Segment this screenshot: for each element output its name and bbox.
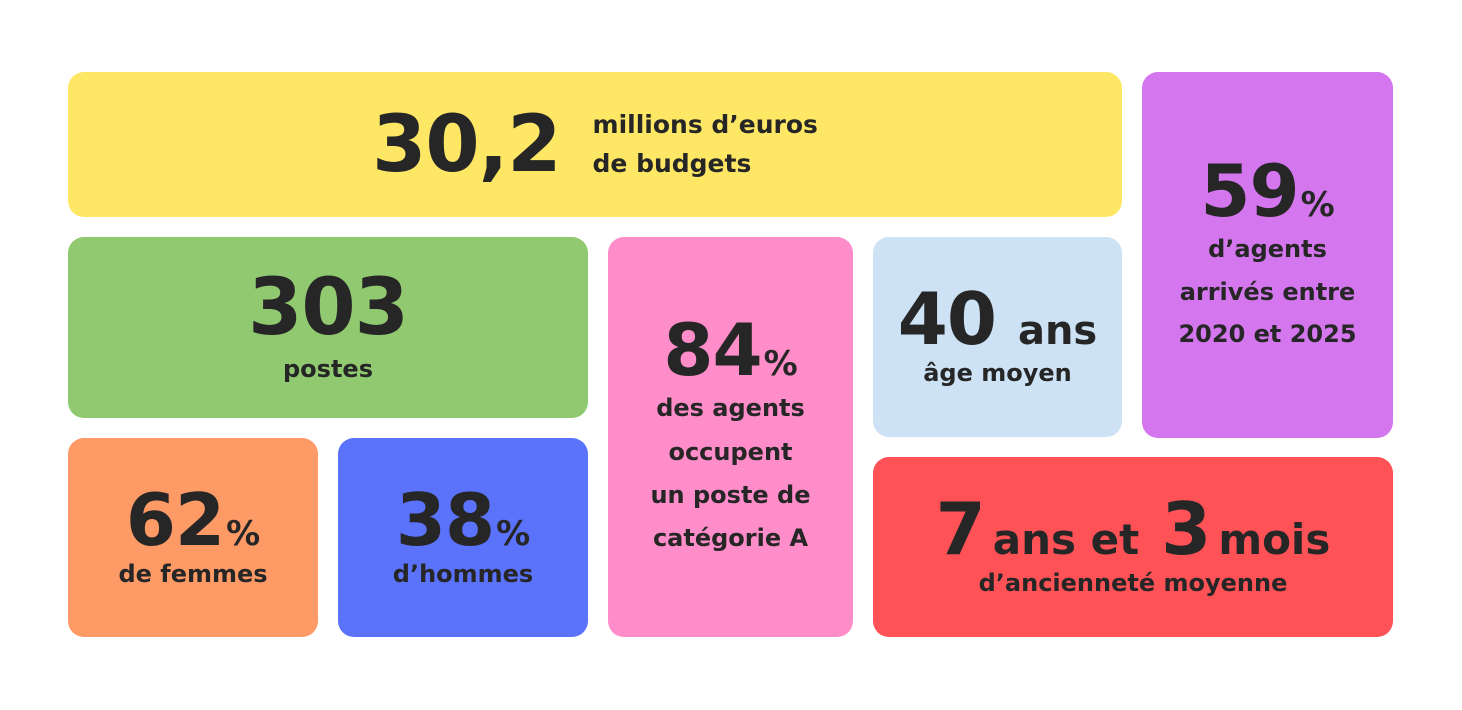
arrives-figure: 59% <box>1200 155 1334 227</box>
categorie-a-percent-sign: % <box>763 344 798 385</box>
anciennete-years-value: 7 <box>935 487 986 571</box>
categorie-a-tile: 84% des agents occupent un poste de caté… <box>608 237 853 637</box>
budget-tile: 30,2 millions d’euros de budgets <box>68 72 1122 217</box>
anciennete-label: d’ancienneté moyenne <box>978 569 1288 597</box>
arrives-value: 59 <box>1200 148 1299 233</box>
hommes-percent-sign: % <box>496 513 531 554</box>
hommes-tile: 38% d’hommes <box>338 438 588 637</box>
arrives-label-line-3: 2020 et 2025 <box>1178 320 1357 349</box>
anciennete-tile: 7 ans et 3 mois d’ancienneté moyenne <box>873 457 1393 637</box>
categorie-a-label-line-4: catégorie A <box>652 524 809 553</box>
femmes-percent-sign: % <box>226 513 261 554</box>
budget-label-line-2: de budgets <box>592 148 752 178</box>
postes-label: postes <box>283 354 373 383</box>
arrives-label: d’agents arrivés entre 2020 et 2025 <box>1178 227 1356 355</box>
age-figure: 40 ans <box>898 283 1097 355</box>
postes-tile: 303 postes <box>68 237 588 418</box>
anciennete-figure: 7 ans et 3 mois <box>936 493 1331 565</box>
budget-value: 30,2 <box>372 99 561 190</box>
categorie-a-label-line-1: des agents <box>656 394 805 423</box>
anciennete-years-unit: ans et <box>992 515 1140 564</box>
femmes-figure: 62% <box>126 484 260 556</box>
categorie-a-label: des agents occupent un poste de catégori… <box>650 386 810 559</box>
budget-label: millions d’euros de budgets <box>593 106 818 184</box>
arrives-tile: 59% d’agents arrivés entre 2020 et 2025 <box>1142 72 1393 438</box>
categorie-a-value: 84 <box>663 308 762 393</box>
age-unit: ans <box>1017 308 1098 354</box>
postes-value: 303 <box>248 262 409 353</box>
hommes-label: d’hommes <box>392 559 534 588</box>
arrives-label-line-2: arrivés entre <box>1179 277 1356 306</box>
age-label: âge moyen <box>923 359 1072 387</box>
femmes-value: 62 <box>125 477 225 562</box>
hommes-value: 38 <box>395 477 495 562</box>
categorie-a-figure: 84% <box>663 314 797 386</box>
arrives-label-line-1: d’agents <box>1208 234 1327 263</box>
femmes-label: de femmes <box>118 559 268 588</box>
arrives-percent-sign: % <box>1300 184 1335 225</box>
categorie-a-label-line-2: occupent <box>668 437 793 466</box>
categorie-a-label-line-3: un poste de <box>650 481 811 509</box>
anciennete-months-value: 3 <box>1161 487 1211 571</box>
femmes-tile: 62% de femmes <box>68 438 318 637</box>
hommes-figure: 38% <box>396 484 530 556</box>
age-value: 40 <box>897 277 997 361</box>
anciennete-months-unit: mois <box>1218 515 1331 564</box>
age-tile: 40 ans âge moyen <box>873 237 1122 437</box>
budget-label-line-1: millions d’euros <box>592 109 818 139</box>
